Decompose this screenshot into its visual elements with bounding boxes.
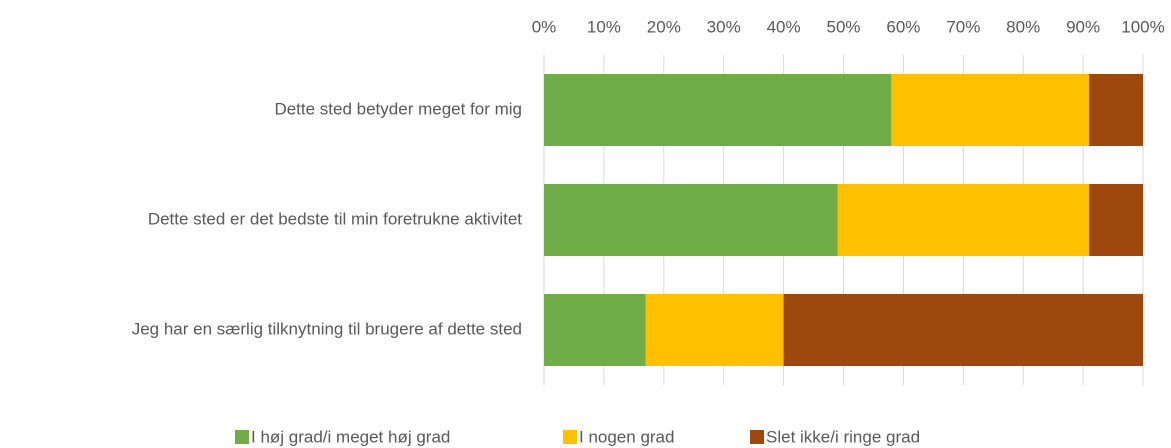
- x-tick-label: 50%: [826, 17, 860, 36]
- legend-label: Slet ikke/i ringe grad: [766, 427, 920, 446]
- x-tick-label: 10%: [587, 17, 621, 36]
- bar-segment: [544, 184, 838, 256]
- x-tick-label: 0%: [532, 17, 557, 36]
- bar-segment: [1089, 184, 1143, 256]
- bar-segment: [891, 74, 1090, 146]
- bar-segment: [783, 294, 1143, 366]
- x-tick-label: 20%: [647, 17, 681, 36]
- legend-label: I høj grad/i meget høj grad: [251, 427, 450, 446]
- x-tick-label: 30%: [707, 17, 741, 36]
- category-label: Dette sted betyder meget for mig: [274, 99, 522, 118]
- legend-swatch: [235, 430, 249, 444]
- x-tick-label: 80%: [1006, 17, 1040, 36]
- bar-segment: [544, 74, 892, 146]
- bar-segment: [544, 294, 646, 366]
- x-tick-label: 100%: [1121, 17, 1164, 36]
- x-tick-label: 40%: [767, 17, 801, 36]
- legend-swatch: [750, 430, 764, 444]
- legend-swatch: [563, 430, 577, 444]
- category-label: Dette sted er det bedste til min foretru…: [148, 209, 522, 228]
- category-label: Jeg har en særlig tilknytning til bruger…: [132, 319, 522, 338]
- x-tick-label: 90%: [1066, 17, 1100, 36]
- bar-segment: [645, 294, 784, 366]
- x-tick-label: 60%: [886, 17, 920, 36]
- legend-label: I nogen grad: [579, 427, 674, 446]
- bar-segment: [837, 184, 1090, 256]
- x-tick-label: 70%: [946, 17, 980, 36]
- bar-segment: [1089, 74, 1143, 146]
